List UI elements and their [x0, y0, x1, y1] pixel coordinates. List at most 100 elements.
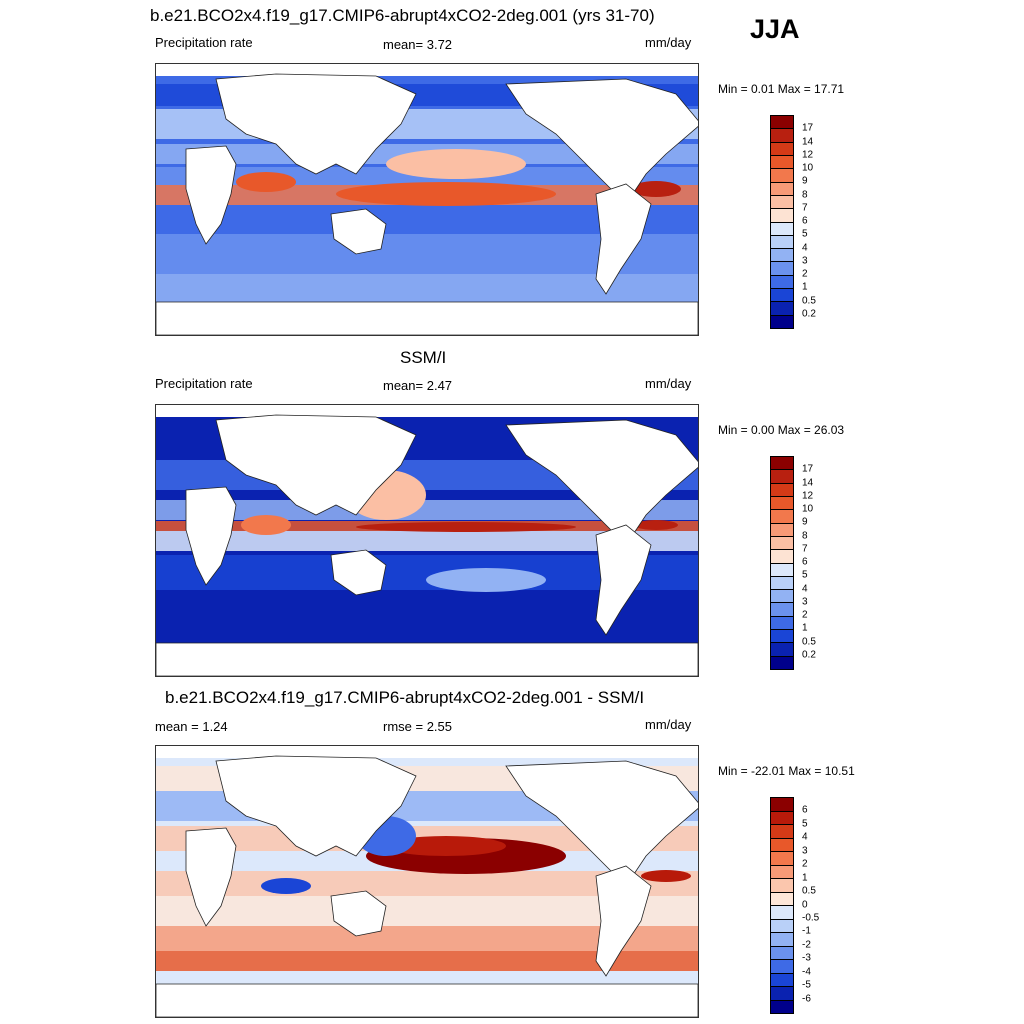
field-band	[156, 951, 698, 971]
colorbar-swatch	[771, 116, 793, 130]
antarctica-landmass	[156, 642, 698, 676]
panel2-mean: mean= 2.47	[383, 378, 453, 393]
field-band	[156, 274, 698, 302]
colorbar-tick-label: -6	[802, 993, 811, 1005]
colorbar-tick-label: 4	[802, 831, 808, 843]
colorbar-tick-label: -1	[802, 925, 811, 937]
colorbar-tick-label: 10	[802, 162, 814, 174]
panel1-variable-label: Precipitation rate	[155, 35, 253, 50]
colorbar-swatch	[771, 973, 793, 987]
colorbar-swatch	[771, 960, 793, 974]
north-america-landmass	[505, 760, 698, 887]
colorbar-swatch	[771, 811, 793, 825]
field-feature	[336, 182, 556, 206]
colorbar-tick-label: -3	[802, 952, 811, 964]
eurasia-landmass	[215, 755, 417, 857]
field-feature	[356, 522, 576, 532]
colorbar-swatch	[771, 523, 793, 537]
colorbar-tick-label: 8	[802, 530, 808, 541]
colorbar-tick-label: 7	[802, 202, 808, 214]
panel1-minmax: Min = 0.01 Max = 17.71	[718, 82, 845, 96]
colorbar-tick-label: 6	[802, 215, 808, 227]
colorbar-tick-label: 0.5	[802, 295, 816, 306]
season-label: JJA	[750, 14, 800, 44]
colorbar-tick-label: 17	[802, 122, 814, 134]
panel2-colorbar	[770, 456, 794, 670]
colorbar-swatch	[771, 222, 793, 236]
colorbar-tick-label: -0.5	[802, 912, 820, 924]
colorbar-swatch	[771, 209, 793, 223]
colorbar-swatch	[771, 142, 793, 156]
colorbar-swatch	[771, 576, 793, 591]
colorbar-swatch	[771, 798, 793, 812]
colorbar-tick-label: 9	[802, 175, 808, 187]
field-feature	[241, 515, 291, 535]
colorbar-swatch	[771, 987, 793, 1001]
north-america-landmass	[505, 419, 698, 546]
colorbar-tick-label: 1	[802, 281, 808, 293]
colorbar-tick-label: 0.2	[802, 649, 816, 661]
colorbar-swatch	[771, 643, 793, 657]
australia-landmass	[330, 208, 387, 255]
colorbar-swatch	[771, 470, 793, 484]
colorbar-tick-label: -4	[802, 966, 811, 978]
colorbar-swatch	[771, 496, 793, 511]
australia-landmass	[330, 549, 387, 596]
field-feature	[261, 878, 311, 894]
panel2-map	[155, 404, 699, 677]
colorbar-tick-label: 14	[802, 477, 814, 488]
panel3-mean: mean = 1.24	[155, 719, 228, 734]
colorbar-swatch	[771, 510, 793, 524]
colorbar-swatch	[771, 249, 793, 263]
panel3-map	[155, 745, 699, 1018]
south-america-landmass	[595, 183, 652, 295]
arctic-mask	[156, 405, 698, 417]
colorbar-tick-label: 8	[802, 189, 808, 200]
colorbar-tick-label: 2	[802, 268, 808, 280]
colorbar-tick-label: 12	[802, 490, 814, 502]
africa-landmass	[185, 145, 237, 245]
field-feature	[631, 181, 681, 197]
field-feature	[386, 836, 506, 856]
field-feature	[634, 520, 678, 530]
panel2-variable-label: Precipitation rate	[155, 376, 253, 391]
colorbar-tick-label: 14	[802, 136, 814, 147]
colorbar-swatch	[771, 1000, 793, 1013]
field-feature	[386, 149, 526, 179]
panel2-units: mm/day	[645, 376, 692, 391]
colorbar-swatch	[771, 852, 793, 866]
colorbar-swatch	[771, 315, 793, 328]
panel1-map	[155, 63, 699, 336]
colorbar-swatch	[771, 892, 793, 906]
colorbar-tick-label: 5	[802, 569, 808, 581]
colorbar-swatch	[771, 302, 793, 316]
arctic-mask	[156, 746, 698, 758]
colorbar-swatch	[771, 603, 793, 617]
eurasia-landmass	[215, 414, 417, 516]
colorbar-swatch	[771, 182, 793, 196]
colorbar-tick-label: 1	[802, 622, 808, 634]
colorbar-tick-label: -2	[802, 939, 811, 951]
south-america-landmass	[595, 524, 652, 636]
colorbar-swatch	[771, 616, 793, 631]
colorbar-tick-label: 3	[802, 845, 808, 857]
field-feature	[641, 870, 691, 882]
colorbar-swatch	[771, 289, 793, 303]
north-america-landmass	[505, 78, 698, 205]
field-feature	[426, 568, 546, 592]
field-band	[156, 500, 698, 520]
colorbar-swatch	[771, 946, 793, 960]
colorbar-tick-label: -5	[802, 979, 811, 991]
colorbar-tick-label: 17	[802, 463, 814, 475]
panel3-minmax: Min = -22.01 Max = 10.51	[718, 764, 855, 778]
colorbar-swatch	[771, 129, 793, 143]
panel3-units: mm/day	[645, 717, 692, 732]
colorbar-swatch	[771, 630, 793, 644]
colorbar-tick-label: 4	[802, 242, 808, 253]
colorbar-swatch	[771, 275, 793, 290]
colorbar-tick-label: 9	[802, 516, 808, 528]
colorbar-tick-label: 2	[802, 609, 808, 621]
colorbar-swatch	[771, 906, 793, 920]
colorbar-swatch	[771, 825, 793, 839]
colorbar-swatch	[771, 879, 793, 893]
